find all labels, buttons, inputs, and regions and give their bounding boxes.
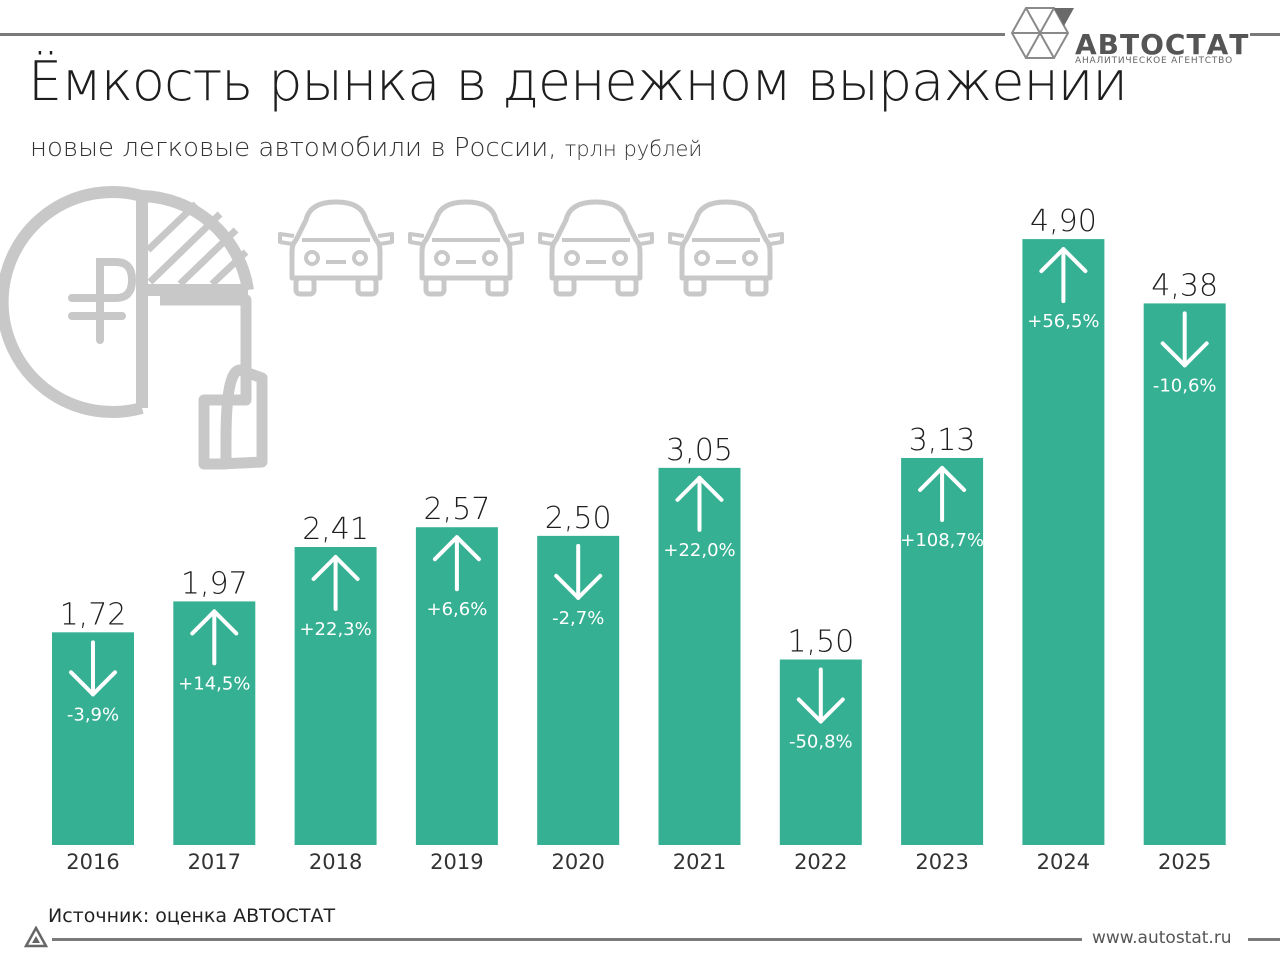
arrow-up-icon bbox=[1039, 247, 1088, 304]
top-rule bbox=[0, 33, 1005, 36]
arrow-down-icon bbox=[554, 543, 603, 600]
arrow-down-icon bbox=[1160, 311, 1209, 368]
arrow-down-icon bbox=[796, 667, 845, 724]
source-note: Источник: оценка АВТОСТАТ bbox=[48, 905, 336, 927]
bottom-rule bbox=[52, 938, 1082, 941]
change-label-2025: -10,6% bbox=[1153, 375, 1217, 396]
arrow-up-icon bbox=[432, 535, 481, 592]
year-label-2017: 2017 bbox=[188, 850, 241, 874]
triangle-logo-icon bbox=[24, 926, 48, 948]
value-label-2016: 1,72 bbox=[60, 597, 127, 632]
ruble-pie-hand-icon bbox=[0, 186, 268, 470]
change-label-2019: +6,6% bbox=[426, 599, 487, 620]
value-label-2020: 2,50 bbox=[545, 501, 612, 536]
arrow-up-icon bbox=[190, 609, 239, 666]
change-label-2022: -50,8% bbox=[789, 732, 853, 753]
car-icon bbox=[410, 202, 522, 294]
arrow-down-icon bbox=[69, 640, 117, 697]
value-label-2018: 2,41 bbox=[302, 512, 369, 547]
change-label-2018: +22,3% bbox=[299, 619, 371, 640]
bottom-rule-right bbox=[1248, 938, 1280, 941]
year-label-2018: 2018 bbox=[309, 850, 362, 874]
change-label-2016: -3,9% bbox=[67, 704, 119, 725]
change-label-2021: +22,0% bbox=[663, 540, 735, 561]
value-label-2021: 3,05 bbox=[666, 433, 733, 468]
arrow-up-icon bbox=[918, 465, 967, 522]
change-label-2024: +56,5% bbox=[1027, 311, 1099, 332]
value-label-2022: 1,50 bbox=[787, 625, 854, 660]
year-label-2021: 2021 bbox=[673, 850, 726, 874]
bars-layer: 1,72 -3,9% 2016 1,97 +14,5% 2017 2,41 +22,3% 201… bbox=[52, 204, 1226, 874]
subtitle-text: новые легковые автомобили в России, bbox=[30, 133, 557, 163]
change-label-2020: -2,7% bbox=[552, 608, 604, 629]
year-label-2019: 2019 bbox=[430, 850, 483, 874]
page-subtitle: новые легковые автомобили в России, трлн… bbox=[30, 133, 702, 163]
top-rule-right bbox=[1250, 33, 1280, 36]
car-icon bbox=[540, 202, 652, 294]
value-label-2023: 3,13 bbox=[909, 423, 976, 458]
bar-2023 bbox=[901, 457, 984, 845]
autostat-logo-icon bbox=[1010, 7, 1074, 59]
cars-illustration bbox=[280, 202, 782, 294]
value-label-2024: 4,90 bbox=[1030, 204, 1097, 239]
page-title: Ёмкость рынка в денежном выражении bbox=[28, 50, 1128, 113]
year-label-2020: 2020 bbox=[551, 850, 604, 874]
car-icon bbox=[670, 202, 782, 294]
year-label-2025: 2025 bbox=[1158, 850, 1211, 874]
value-label-2019: 2,57 bbox=[424, 492, 491, 527]
year-label-2023: 2023 bbox=[915, 850, 968, 874]
brand-tagline: АНАЛИТИЧЕСКОЕ АГЕНТСТВО bbox=[1075, 56, 1234, 66]
unit-label: трлн рублей bbox=[564, 137, 703, 161]
arrow-up-icon bbox=[675, 475, 724, 532]
brand-name: АВТОСТАТ bbox=[1075, 28, 1250, 61]
arrow-up-icon bbox=[311, 554, 360, 611]
value-label-2025: 4,38 bbox=[1151, 268, 1218, 303]
car-icon bbox=[280, 202, 392, 294]
year-label-2024: 2024 bbox=[1037, 850, 1090, 874]
value-label-2017: 1,97 bbox=[181, 566, 248, 601]
year-label-2022: 2022 bbox=[794, 850, 847, 874]
change-label-2017: +14,5% bbox=[178, 673, 250, 694]
change-label-2023: +108,7% bbox=[900, 530, 984, 551]
website-link[interactable]: www.autostat.ru bbox=[1092, 928, 1232, 948]
bar-2024 bbox=[1022, 239, 1105, 845]
bar-2025 bbox=[1143, 303, 1226, 846]
year-label-2016: 2016 bbox=[66, 850, 119, 874]
